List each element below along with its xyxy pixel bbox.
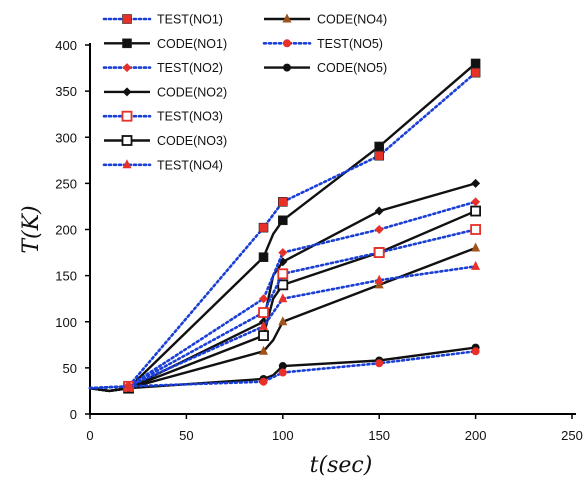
legend: TEST(NO1) CODE(NO1) TEST(NO2) CODE(NO2) TEST… [102, 13, 387, 172]
data-point [258, 222, 269, 233]
x-tick-label: 100 [272, 428, 294, 443]
data-point [471, 242, 481, 252]
legend-item-code-no3: CODE(NO3) [104, 134, 227, 148]
data-point [258, 330, 269, 341]
y-tick-label: 0 [70, 407, 77, 422]
legend-marker [122, 87, 132, 97]
data-point [375, 359, 384, 368]
legend-item-code-no1: CODE(NO1) [104, 37, 227, 51]
legend-marker [122, 14, 132, 24]
y-tick-label: 150 [55, 269, 77, 284]
series-line-code-no1 [89, 62, 477, 393]
y-tick-label: 400 [55, 38, 77, 53]
data-point [124, 382, 133, 391]
legend-marker [122, 38, 132, 49]
x-tick-label: 150 [368, 428, 390, 443]
legend-label: CODE(NO3) [157, 134, 227, 148]
y-tick-label: 200 [55, 223, 77, 238]
legend-label: TEST(NO1) [157, 13, 223, 27]
data-point [471, 347, 480, 356]
series-line-test-no5 [88, 349, 477, 390]
y-tick-label: 250 [55, 176, 77, 191]
legend-item-code-no4: CODE(NO4) [264, 13, 387, 27]
data-point [278, 293, 288, 303]
series-line-test-no1 [88, 71, 477, 390]
data-point [259, 320, 269, 330]
data-point [374, 274, 384, 284]
legend-label: TEST(NO5) [317, 37, 383, 51]
data-point [278, 368, 287, 377]
legend-marker [283, 39, 291, 48]
series-test-no5 [88, 347, 480, 391]
data-point [277, 215, 288, 226]
data-point [470, 224, 482, 235]
legend-marker [122, 63, 132, 73]
x-tick-label: 250 [561, 428, 583, 443]
legend-marker [121, 135, 133, 146]
data-point [374, 141, 385, 152]
series-layer [88, 58, 482, 394]
legend-item-test-no1: TEST(NO1) [102, 13, 223, 27]
data-point [259, 345, 269, 355]
data-point [373, 247, 385, 258]
data-point [471, 197, 481, 207]
data-point [471, 178, 481, 188]
data-point [278, 248, 288, 258]
x-axis-label: t(sec) [310, 453, 373, 478]
legend-item-code-no5: CODE(NO5) [264, 61, 387, 75]
legend-marker [283, 63, 291, 72]
y-tick-label: 50 [63, 361, 77, 376]
data-point [374, 206, 384, 216]
y-tick-label: 300 [55, 130, 77, 145]
data-point [277, 268, 289, 280]
data-point [278, 316, 288, 326]
y-tick-label: 350 [55, 84, 77, 99]
legend-label: CODE(NO2) [157, 85, 227, 99]
legend-label: CODE(NO5) [317, 61, 387, 75]
legend-item-test-no3: TEST(NO3) [102, 110, 223, 124]
legend-label: TEST(NO4) [157, 158, 223, 172]
data-point [470, 205, 482, 217]
data-point [277, 197, 288, 207]
axes: 0 50 100 150 200 250 0 50 100 150 200 250 300 350 400 [55, 38, 583, 443]
data-point [277, 279, 289, 291]
legend-marker [282, 13, 292, 23]
legend-marker [122, 159, 132, 169]
y-axis-label: T(K) [19, 205, 44, 253]
data-point [258, 252, 269, 262]
data-point [259, 377, 268, 386]
data-point [258, 307, 269, 318]
data-point [470, 67, 481, 78]
x-tick-label: 0 [86, 428, 93, 443]
legend-item-code-no2: CODE(NO2) [104, 85, 227, 99]
y-tick-label: 100 [55, 315, 77, 330]
data-point [374, 225, 384, 234]
legend-label: CODE(NO4) [317, 13, 387, 27]
data-point [374, 150, 385, 161]
legend-item-test-no4: TEST(NO4) [102, 158, 223, 172]
series-code-no1 [89, 58, 481, 393]
data-point [278, 362, 287, 371]
legend-label: TEST(NO3) [157, 110, 223, 124]
data-point [374, 279, 384, 289]
legend-item-test-no2: TEST(NO2) [102, 61, 223, 75]
x-tick-label: 200 [465, 428, 487, 443]
legend-label: TEST(NO2) [157, 61, 223, 75]
legend-label: CODE(NO1) [157, 37, 227, 51]
legend-item-test-no5: TEST(NO5) [262, 37, 383, 51]
data-point [471, 260, 481, 270]
x-tick-label: 50 [179, 428, 193, 443]
data-point [259, 294, 269, 304]
legend-marker [121, 110, 133, 122]
data-point [470, 58, 481, 69]
series-line-code-no5 [89, 346, 476, 393]
